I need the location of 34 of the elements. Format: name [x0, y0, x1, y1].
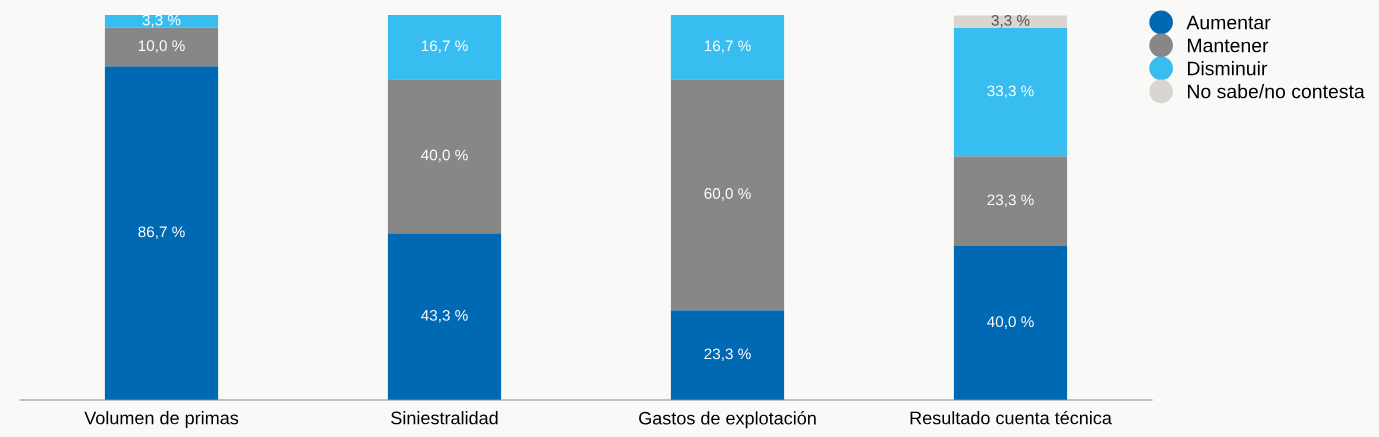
bar — [387, 79, 502, 234]
legend-label: Aumentar — [1186, 15, 1271, 30]
legend-label: Disminuir — [1187, 61, 1268, 76]
bar — [670, 310, 785, 400]
bar — [953, 28, 1068, 157]
data-label: 40,0 % — [987, 316, 1034, 329]
legend-label: Mantener — [1187, 38, 1269, 53]
x-tick-label: Volumen de primas — [84, 411, 239, 428]
bar — [953, 15, 1068, 29]
data-label: 33,3 % — [987, 85, 1034, 99]
bar — [670, 15, 785, 80]
data-label: 40,0 % — [421, 149, 468, 163]
bar — [387, 233, 502, 400]
bar — [104, 27, 219, 67]
legend-label: No sabe/no contesta — [1187, 84, 1365, 99]
x-tick-label: Gastos de explotación — [639, 411, 816, 429]
data-label: 3,3 % — [142, 14, 181, 28]
bar — [670, 79, 785, 311]
x-tick-label: Resultado cuenta técnica — [910, 410, 1112, 425]
data-label: 86,7 % — [138, 226, 185, 240]
data-label: 16,7 % — [704, 40, 751, 54]
data-label: 60,0 % — [704, 188, 751, 201]
data-label: 10,0 % — [138, 40, 185, 53]
data-label: 23,3 % — [704, 348, 751, 362]
bar — [953, 246, 1068, 400]
x-tick-label: Siniestralidad — [391, 411, 498, 425]
bar — [387, 15, 502, 80]
data-label: 16,7 % — [421, 40, 468, 54]
bar — [953, 156, 1068, 246]
data-label: 43,3 % — [421, 309, 468, 323]
bar — [104, 15, 219, 28]
data-label: 23,3 % — [987, 194, 1034, 208]
data-label: 3,3 % — [991, 15, 1030, 28]
bar — [104, 66, 219, 400]
